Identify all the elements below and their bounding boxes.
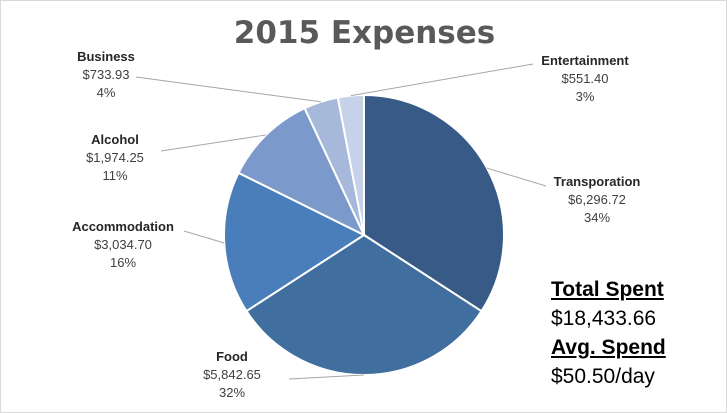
slice-name: Transporation — [553, 174, 641, 189]
slice-label-transportation: Transporation $6,296.72 34% — [554, 173, 641, 227]
slice-label-alcohol: Alcohol $1,974.25 11% — [86, 131, 144, 185]
slice-percent: 34% — [583, 210, 611, 225]
slice-percent: 4% — [96, 85, 116, 100]
slice-name: Alcohol — [91, 132, 139, 147]
slice-label-accommodation: Accommodation $3,034.70 16% — [72, 218, 174, 272]
slice-percent: 16% — [109, 255, 137, 270]
leader-line-food — [288, 374, 364, 380]
slice-percent: 11% — [102, 168, 128, 183]
leader-line-accommodation — [183, 230, 225, 244]
total-spent-value: $18,433.66 — [551, 307, 657, 330]
slice-value: $1,974.25 — [86, 150, 144, 165]
pie-slice-alcohol — [237, 106, 367, 238]
slice-label-business: Business $733.93 4% — [77, 48, 135, 102]
slice-value: $5,842.65 — [203, 367, 261, 382]
slice-name: Food — [216, 349, 248, 364]
pie-slice-food — [245, 233, 483, 376]
leader-line-transportation — [486, 167, 547, 187]
slice-name: Accommodation — [72, 219, 174, 234]
summary-box: Total Spent $18,433.66 Avg. Spend $50.50… — [551, 275, 666, 391]
slice-value: $733.93 — [82, 67, 130, 82]
total-spent-heading: Total Spent — [551, 278, 664, 301]
slice-label-entertainment: Entertainment $551.40 3% — [541, 52, 628, 106]
avg-spend-heading: Avg. Spend — [551, 336, 666, 359]
slice-name: Entertainment — [541, 53, 629, 68]
leader-line-alcohol — [160, 134, 267, 152]
leader-line-business — [135, 76, 321, 103]
slice-percent: 32% — [218, 385, 246, 400]
slice-value: $3,034.70 — [94, 237, 152, 252]
leader-line-entertainment — [350, 63, 534, 97]
avg-spend-value: $50.50/day — [551, 365, 655, 388]
slice-percent: 3% — [575, 89, 595, 104]
slice-label-food: Food $5,842.65 32% — [203, 348, 261, 402]
slice-value: $6,296.72 — [568, 192, 626, 207]
chart-title: 2015 Expenses — [233, 15, 496, 51]
slice-value: $551.40 — [561, 71, 609, 86]
pie-slice-accommodation — [223, 171, 367, 313]
slice-name: Business — [77, 49, 135, 64]
